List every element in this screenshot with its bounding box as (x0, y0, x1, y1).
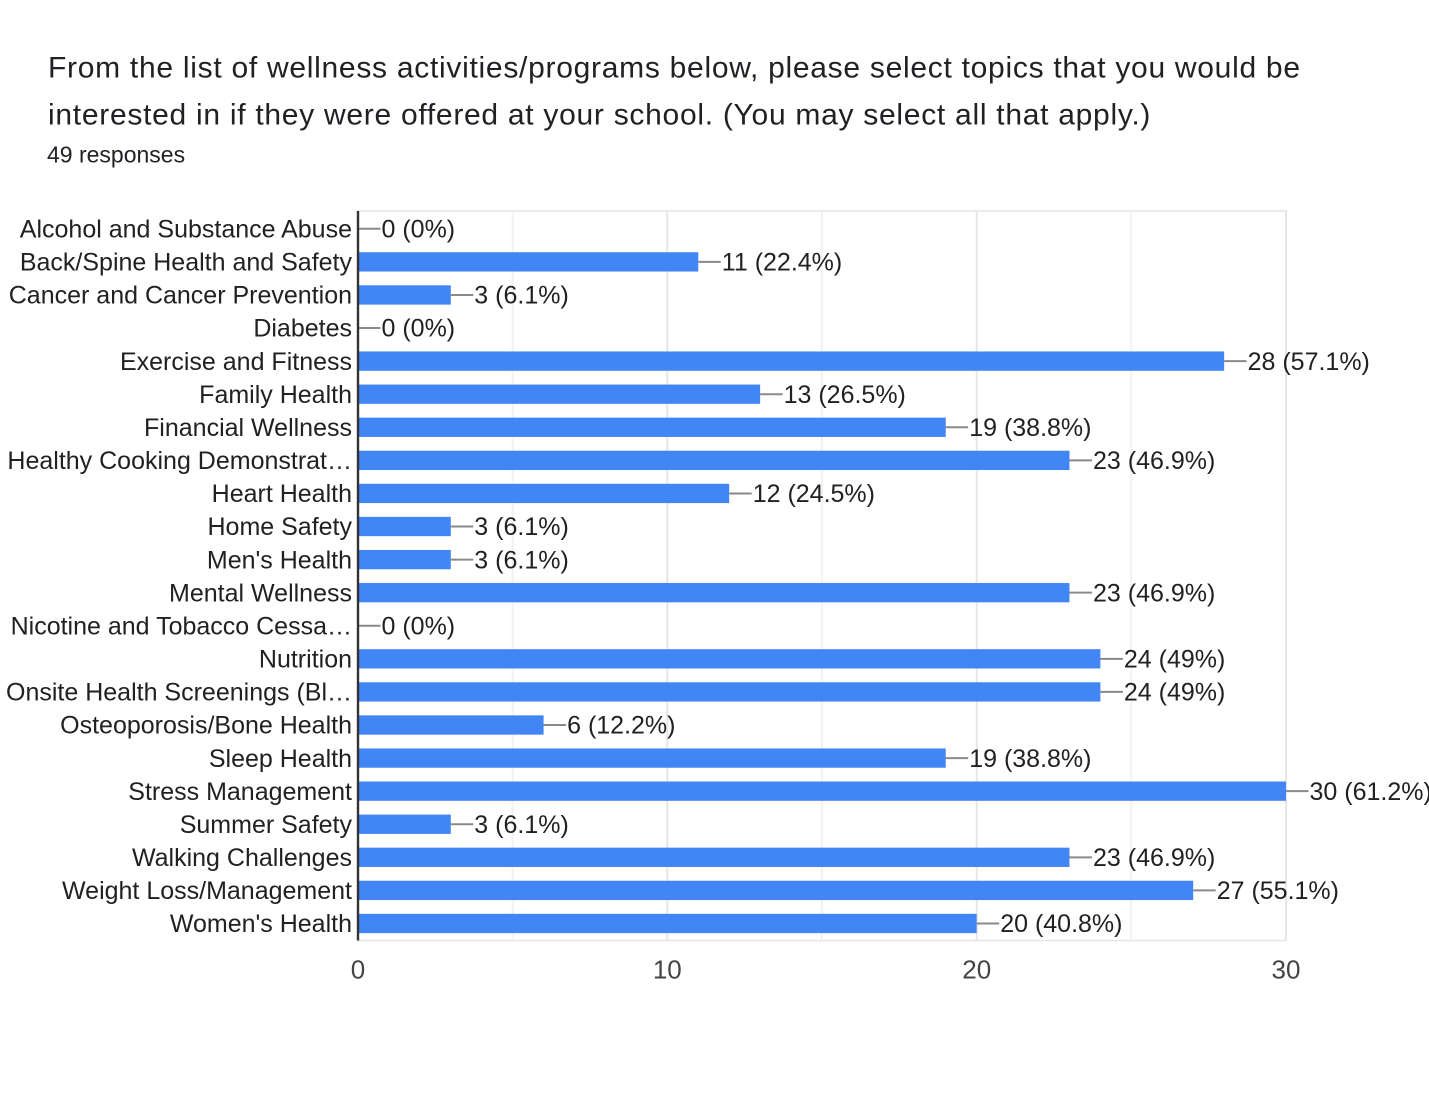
svg-text:Sleep Health: Sleep Health (209, 745, 352, 773)
svg-text:6 (12.2%): 6 (12.2%) (567, 712, 675, 740)
svg-text:Diabetes: Diabetes (253, 315, 352, 343)
svg-text:Stress Management: Stress Management (128, 778, 352, 806)
svg-text:Heart Health: Heart Health (212, 480, 352, 508)
svg-text:30 (61.2%): 30 (61.2%) (1310, 778, 1429, 806)
svg-text:0: 0 (351, 955, 365, 985)
svg-text:Financial Wellness: Financial Wellness (144, 414, 352, 442)
svg-text:Mental Wellness: Mental Wellness (169, 579, 352, 607)
svg-text:24 (49%): 24 (49%) (1124, 646, 1225, 674)
svg-text:49 responses: 49 responses (47, 142, 185, 168)
svg-text:3 (6.1%): 3 (6.1%) (474, 513, 568, 541)
svg-text:23 (46.9%): 23 (46.9%) (1093, 844, 1215, 872)
svg-text:13 (26.5%): 13 (26.5%) (784, 381, 906, 409)
svg-text:Back/Spine Health and Safety: Back/Spine Health and Safety (20, 249, 353, 277)
svg-text:0 (0%): 0 (0%) (382, 216, 456, 244)
svg-text:3 (6.1%): 3 (6.1%) (474, 811, 568, 839)
svg-text:27 (55.1%): 27 (55.1%) (1217, 877, 1339, 905)
svg-text:interested in if they were off: interested in if they were offered at yo… (48, 99, 1151, 132)
svg-text:Home Safety: Home Safety (207, 513, 352, 541)
svg-text:12 (24.5%): 12 (24.5%) (753, 480, 875, 508)
svg-text:10: 10 (653, 955, 682, 985)
svg-text:20: 20 (962, 955, 991, 985)
svg-text:Exercise and Fitness: Exercise and Fitness (120, 348, 352, 376)
svg-text:24 (49%): 24 (49%) (1124, 679, 1225, 707)
svg-text:28 (57.1%): 28 (57.1%) (1248, 348, 1370, 376)
svg-text:Women's Health: Women's Health (170, 910, 352, 938)
svg-text:19 (38.8%): 19 (38.8%) (969, 745, 1091, 773)
svg-text:11 (22.4%): 11 (22.4%) (722, 249, 842, 277)
svg-text:Onsite Health Screenings (Bl…: Onsite Health Screenings (Bl… (6, 679, 352, 707)
svg-text:3 (6.1%): 3 (6.1%) (474, 546, 568, 574)
svg-text:Alcohol and Substance Abuse: Alcohol and Substance Abuse (20, 216, 352, 244)
svg-text:23 (46.9%): 23 (46.9%) (1093, 579, 1215, 607)
svg-text:Nicotine and Tobacco Cessa…: Nicotine and Tobacco Cessa… (11, 612, 352, 640)
svg-text:Osteoporosis/Bone Health: Osteoporosis/Bone Health (60, 712, 352, 740)
svg-text:Walking Challenges: Walking Challenges (132, 844, 352, 872)
svg-text:3 (6.1%): 3 (6.1%) (474, 282, 568, 310)
svg-text:Weight Loss/Management: Weight Loss/Management (62, 877, 352, 905)
svg-text:19 (38.8%): 19 (38.8%) (969, 414, 1091, 442)
svg-text:Nutrition: Nutrition (259, 646, 352, 674)
svg-text:20 (40.8%): 20 (40.8%) (1000, 910, 1122, 938)
svg-text:Summer Safety: Summer Safety (180, 811, 353, 839)
svg-text:Men's Health: Men's Health (207, 546, 352, 574)
svg-text:0 (0%): 0 (0%) (382, 315, 456, 343)
svg-text:23 (46.9%): 23 (46.9%) (1093, 447, 1215, 475)
svg-text:30: 30 (1272, 955, 1301, 985)
svg-text:Healthy Cooking Demonstrat…: Healthy Cooking Demonstrat… (7, 447, 352, 475)
svg-text:Family Health: Family Health (199, 381, 352, 409)
svg-text:0 (0%): 0 (0%) (382, 612, 456, 640)
svg-text:From the list of wellness acti: From the list of wellness activities/pro… (48, 52, 1301, 85)
svg-text:Cancer and Cancer Prevention: Cancer and Cancer Prevention (9, 282, 352, 310)
